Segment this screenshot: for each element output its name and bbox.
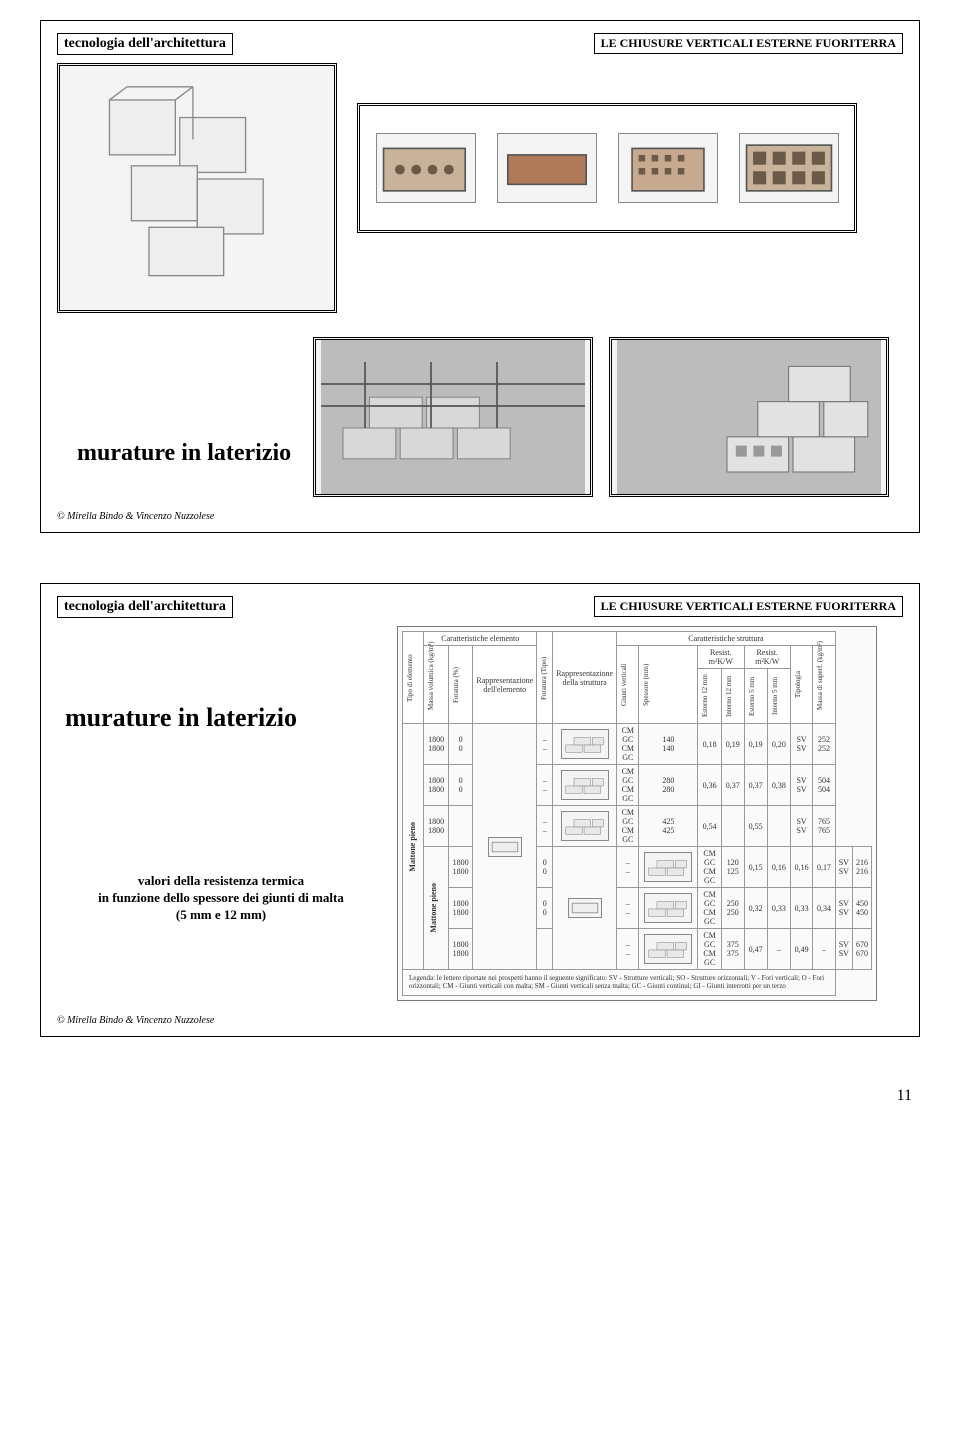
th-r5: Resist. m²K/W (744, 646, 790, 669)
properties-table: Tipo di elemento Caratteristiche element… (402, 631, 872, 996)
th-tipo: Tipo di elemento (406, 653, 414, 703)
th-carat-str: Caratteristiche struttura (617, 632, 836, 646)
slide2-credit: © Mirella Bindo & Vincenzo Nuzzolese (57, 1015, 903, 1026)
slide2-left-col: murature in laterizio valori della resis… (57, 626, 377, 1001)
th-r12: Resist. m²K/W (698, 646, 744, 669)
th-for: Foratura (%) (452, 660, 460, 710)
th-i12: Interno 12 mm (725, 671, 733, 721)
table-legend: Legenda: le lettere riportate nei prospe… (403, 970, 836, 996)
th-giunti: Giunti verticali (620, 660, 628, 710)
slide1-credit: © Mirella Bindo & Vincenzo Nuzzolese (57, 511, 903, 522)
masonry-photo-1 (313, 337, 593, 497)
table-row: 18001800––CM GCCM GC4254250,540,55SVSV76… (403, 806, 872, 847)
th-tip: Tipologia (794, 660, 802, 710)
subcap-l3: (5 mm e 12 mm) (176, 907, 266, 922)
th-ms: Massa di superf. (kg/m²) (816, 660, 824, 710)
table-row: Mattone pieno1800180000––CM GCCM GC14014… (403, 724, 872, 765)
subcap-l1: valori della resistenza termica (138, 873, 304, 888)
header-right-box-2: LE CHIUSURE VERTICALI ESTERNE FUORITERRA (594, 596, 903, 617)
th-mv: Massa volumica (kg/m³) (427, 660, 435, 710)
slide2-header: tecnologia dell'architettura LE CHIUSURE… (57, 596, 903, 618)
brick-types-row (357, 103, 857, 233)
table-row: 1800180000––CM GCCM GC2502500,320,330,33… (403, 888, 872, 929)
th-e5: Esterno 5 mm (748, 671, 756, 721)
brick-solid (497, 133, 597, 203)
slide2-body: murature in laterizio valori della resis… (57, 626, 903, 1001)
slide2-heading: murature in laterizio (65, 703, 377, 733)
slide1-body: murature in laterizio (57, 63, 903, 497)
slide1-top-row (57, 63, 903, 313)
th-sp: Spessore (mm) (642, 660, 650, 710)
masonry-photo-2 (609, 337, 889, 497)
axon-blocks-drawing (57, 63, 337, 313)
slide1-header: tecnologia dell'architettura LE CHIUSURE… (57, 33, 903, 55)
th-e12: Esterno 12 mm (701, 671, 709, 721)
table-row: 18001800––CM GCCM GC3753750,47–0,49–SVSV… (403, 929, 872, 970)
brick-perforated (618, 133, 718, 203)
table-row: 1800180000––CM GCCM GC2802800,360,370,37… (403, 765, 872, 806)
slide1-caption: murature in laterizio (57, 440, 297, 467)
slide1-bottom-row: murature in laterizio (57, 337, 903, 497)
th-fortipo: Foratura (Tipo) (540, 653, 548, 703)
table-row: Mattone pieno1800180000––CM GCCM GC12012… (403, 847, 872, 888)
brick-hollow-big (739, 133, 839, 203)
th-rappr-str: Rappresentazione della struttura (553, 632, 617, 724)
slide-1: tecnologia dell'architettura LE CHIUSURE… (40, 20, 920, 533)
page-number: 11 (40, 1087, 920, 1105)
header-right-box: LE CHIUSURE VERTICALI ESTERNE FUORITERRA (594, 33, 903, 54)
slide-2: tecnologia dell'architettura LE CHIUSURE… (40, 583, 920, 1037)
th-rappr-el: Rappresentazione dell'elemento (473, 646, 537, 724)
header-left-box-2: tecnologia dell'architettura (57, 596, 233, 618)
slide2-subcaption: valori della resistenza termica in funzi… (65, 873, 377, 924)
th-i5: Interno 5 mm (771, 671, 779, 721)
header-left-box: tecnologia dell'architettura (57, 33, 233, 55)
subcap-l2: in funzione dello spessore dei giunti di… (98, 890, 344, 905)
properties-table-wrap: Tipo di elemento Caratteristiche element… (397, 626, 877, 1001)
brick-hollow-1 (376, 133, 476, 203)
th-carat-el: Caratteristiche elemento (424, 632, 537, 646)
